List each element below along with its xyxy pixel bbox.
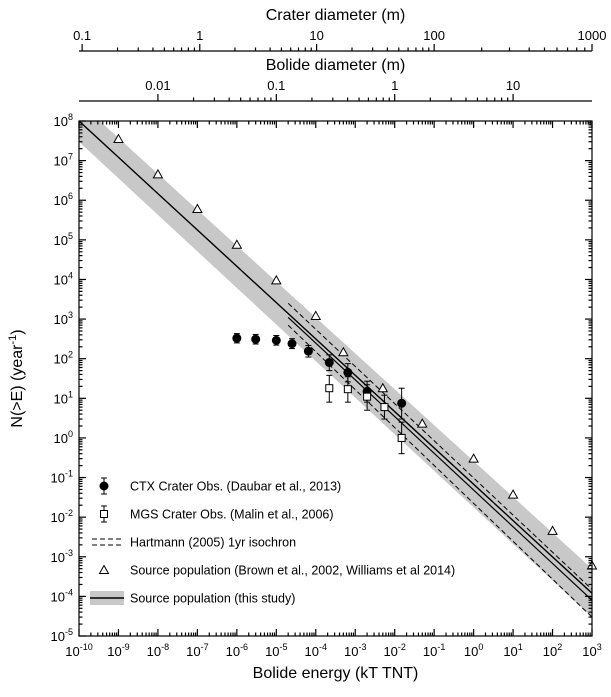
- source-population-point: [192, 203, 203, 214]
- ctx-point: [343, 367, 353, 377]
- top-axis-tick-label: 1: [391, 78, 398, 93]
- line-layer: [79, 121, 592, 618]
- x-tick-label: 10-6: [226, 642, 248, 659]
- top-axis-tick-label: 10: [506, 78, 520, 93]
- mgs-point: [397, 433, 406, 442]
- source-population-point: [377, 382, 389, 393]
- x-tick-label: 10-3: [344, 642, 366, 659]
- bolide-diameter-axis-label: Bolide diameter (m): [266, 57, 406, 74]
- y-tick-label: 107: [54, 152, 73, 169]
- x-tick-label: 10-4: [305, 642, 327, 659]
- mgs-point: [363, 392, 372, 401]
- legend: CTX Crater Obs. (Daubar et al., 2013) MGS…: [90, 477, 455, 606]
- x-tick-label: 10-7: [186, 642, 208, 659]
- source-population-point: [231, 239, 243, 249]
- mgs-point: [325, 384, 334, 393]
- source-population-point: [547, 525, 558, 535]
- top-axis-tick-label: 0.1: [267, 78, 285, 93]
- x-tick-label: 103: [582, 642, 601, 659]
- source-population-point: [507, 489, 519, 499]
- source-population-point: [468, 453, 479, 463]
- legend-ctx-marker: [99, 481, 109, 491]
- source-population-point: [416, 418, 428, 428]
- ctx-point: [397, 398, 407, 408]
- y-tick-label: 10-2: [51, 508, 73, 525]
- ctx-point: [251, 334, 261, 344]
- x-tick-label: 10-1: [423, 642, 445, 659]
- axes-layer: 10-10 10-9 10-8 10-7 10-6 10-5 10-4 10-3 10-2 10-…: [7, 7, 606, 682]
- y-tick-label: 10-4: [51, 587, 73, 604]
- mgs-point: [343, 385, 352, 394]
- source-population-point: [337, 346, 349, 357]
- legend-source-label: Source population (Brown et al., 2002, W…: [130, 564, 455, 578]
- legend-mgs-marker: [100, 510, 108, 518]
- x-tick-label: 101: [503, 642, 522, 659]
- top-axis-tick-label: 0.1: [73, 28, 91, 43]
- legend-this-study-label: Source population (this study): [130, 592, 295, 606]
- x-tick-label: 10-9: [107, 642, 129, 659]
- source-population-point: [113, 133, 124, 144]
- y-tick-label: 101: [54, 389, 73, 406]
- uncertainty-band: [79, 121, 592, 618]
- y-tick-label: 102: [54, 350, 73, 367]
- top-axis-tick-label: 10: [309, 28, 323, 43]
- x-tick-label: 10-8: [147, 642, 169, 659]
- x-tick-label: 10-10: [65, 642, 92, 659]
- x-tick-label: 10-5: [265, 642, 287, 659]
- legend-mgs-label: MGS Crater Obs. (Malin et al., 2006): [130, 508, 334, 522]
- ctx-point: [232, 333, 242, 343]
- ctx-point: [271, 335, 281, 345]
- source-population-point: [270, 274, 282, 285]
- legend-source-marker: [98, 564, 110, 574]
- source-population-line: [79, 121, 592, 594]
- y-tick-label: 10-5: [51, 627, 73, 644]
- y-tick-label: 100: [54, 429, 73, 446]
- hartmann-isochron-line-2: [287, 324, 592, 618]
- source-population-point: [152, 168, 164, 179]
- top-axis-tick-label: 0.01: [145, 78, 170, 93]
- y-tick-label: 10-1: [51, 469, 73, 486]
- x-tick-label: 100: [464, 642, 483, 659]
- crater-diameter-axis-label: Crater diameter (m): [266, 7, 406, 24]
- hartmann-isochron-line-1: [287, 302, 592, 590]
- y-tick-label: 105: [54, 231, 73, 248]
- legend-hartmann-label: Hartmann (2005) 1yr isochron: [130, 536, 296, 550]
- y-axis-label: N(>E) (year-1): [7, 329, 26, 427]
- source-population-inner-line: [287, 316, 592, 601]
- source-population-point: [310, 310, 322, 320]
- mgs-point: [380, 403, 389, 412]
- y-tick-label: 10-3: [51, 548, 73, 565]
- y-tick-label: 108: [54, 112, 73, 129]
- y-tick-label: 106: [54, 191, 73, 208]
- x-axis-label: Bolide energy (kT TNT): [253, 665, 419, 682]
- ctx-point: [287, 339, 297, 349]
- y-tick-label: 103: [54, 310, 73, 327]
- x-tick-label: 10-2: [383, 642, 405, 659]
- y-tick-label: 104: [54, 270, 73, 287]
- top-axis-tick-label: 100: [423, 28, 445, 43]
- plot-frame: [78, 120, 593, 637]
- x-tick-label: 102: [543, 642, 562, 659]
- ctx-point: [303, 346, 313, 356]
- top-axis-tick-label: 1000: [578, 28, 607, 43]
- shaded-band-layer: [79, 121, 592, 618]
- ctx-point: [324, 358, 334, 368]
- top-axis-tick-label: 1: [196, 28, 203, 43]
- legend-ctx-label: CTX Crater Obs. (Daubar et al., 2013): [130, 480, 341, 494]
